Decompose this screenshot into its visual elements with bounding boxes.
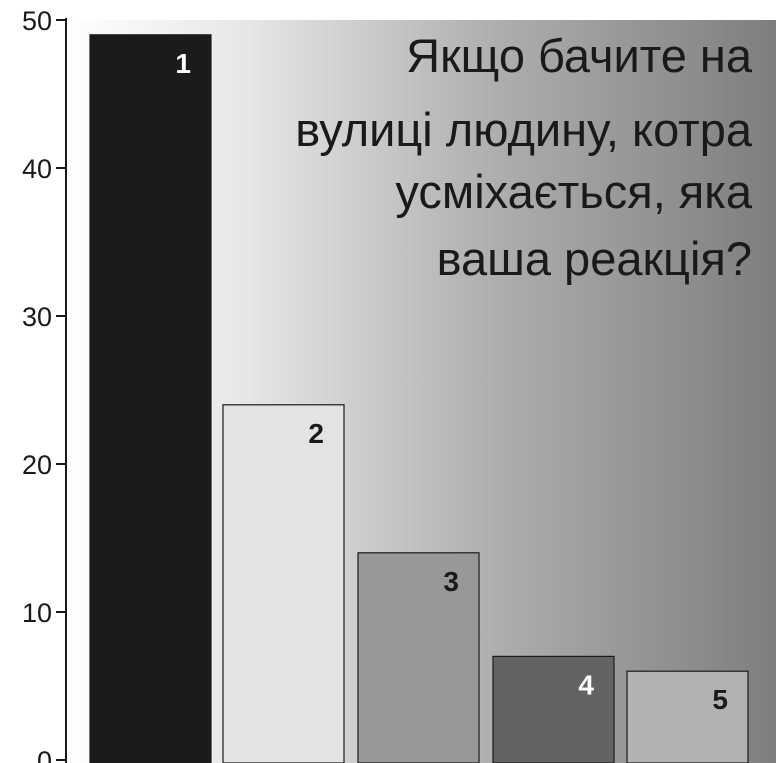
chart-title: Якщо бачите на вулиці людину, котра усмі… [295, 29, 753, 285]
bar-label-4: 4 [578, 669, 594, 700]
bar-label-2: 2 [308, 418, 324, 449]
y-tick-label: 40 [22, 154, 52, 184]
y-tick-label: 20 [22, 450, 52, 480]
y-tick-label: 10 [22, 598, 52, 628]
bar-label-5: 5 [712, 684, 728, 715]
title-line-4: ваша реакція? [437, 232, 752, 285]
bar-3 [357, 552, 480, 763]
bar-1 [89, 34, 212, 763]
bar-2 [222, 404, 345, 763]
y-tick-label: 0 [37, 746, 52, 763]
bar-4 [492, 655, 615, 763]
bar-5 [626, 670, 749, 763]
title-line-3: усміхається, яка [395, 165, 752, 218]
bar-label-1: 1 [175, 48, 191, 79]
title-line-1: Якщо бачите на [406, 29, 753, 82]
title-line-2: вулиці людину, котра [295, 103, 753, 156]
bar-label-3: 3 [443, 566, 459, 597]
y-tick-label: 30 [22, 302, 52, 332]
y-tick-label: 50 [22, 6, 52, 36]
